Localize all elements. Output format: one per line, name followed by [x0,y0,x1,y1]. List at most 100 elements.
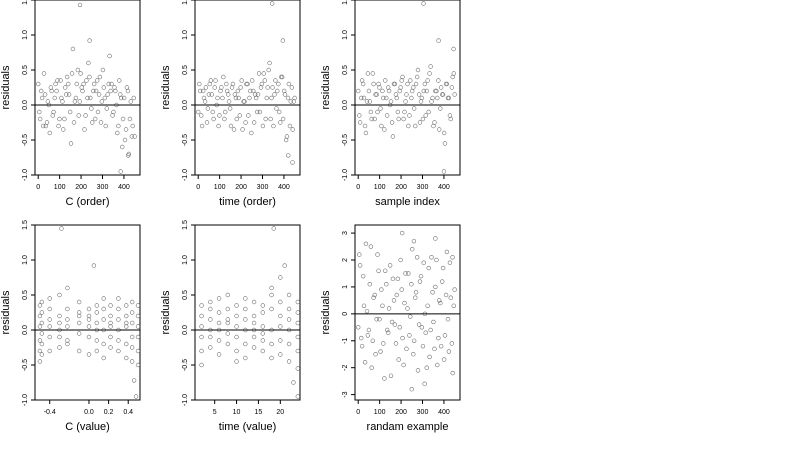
data-point [57,116,62,122]
data-point [205,106,211,111]
y-tick-label: 0 [342,312,349,316]
x-axis-label: time (order) [219,196,276,208]
data-point [255,92,261,97]
data-point [418,99,424,104]
data-point [224,81,229,87]
data-point [273,78,278,83]
data-point [47,348,52,354]
y-tick-label: -1 [342,338,349,344]
data-point [65,338,70,343]
data-point [47,296,52,301]
x-tick-label: 0.2 [104,409,114,416]
data-point [449,341,455,346]
data-point [436,38,441,43]
data-point [387,263,393,268]
data-point [39,331,45,336]
data-point [118,92,123,97]
data-point [204,120,210,125]
data-point [360,81,366,87]
y-axis-label: residuals [0,65,12,110]
data-point [64,92,69,97]
data-point [57,334,62,340]
data-point [225,306,231,312]
data-point [405,81,410,87]
data-point [233,95,239,101]
data-point [208,78,214,83]
data-point [378,106,383,111]
data-point [286,153,291,158]
y-tick-label: 0.5 [22,290,29,300]
y-tick-label: 0.0 [342,100,349,110]
data-point [39,299,45,305]
y-axis-label: residuals [320,65,332,110]
y-tick-label: -0.5 [22,134,29,146]
plot-frame [354,0,461,176]
data-point [123,127,129,132]
data-point [271,226,276,231]
data-point [86,60,91,66]
data-point [372,292,377,298]
x-tick-label: 300 [257,184,269,191]
data-point [286,81,292,87]
data-points [37,226,141,399]
data-point [47,317,52,322]
y-tick-label: 1.0 [22,30,29,40]
data-point [251,299,257,305]
data-point [406,271,411,276]
data-point [228,123,234,129]
data-point [85,95,90,101]
data-point [129,310,135,315]
data-point [269,285,274,291]
x-tick-label: -0.4 [44,409,56,416]
data-point [49,88,54,94]
data-point [216,320,222,326]
data-point [69,71,75,76]
data-point [386,85,391,90]
data-point [436,335,441,341]
data-point [65,324,70,329]
data-point [437,127,442,132]
data-point [63,85,68,90]
data-point [101,317,106,322]
data-point [199,324,204,329]
data-point [238,85,243,90]
y-tick-label: -1.0 [22,394,29,406]
y-tick-label: -0.5 [342,134,349,146]
data-point [37,348,43,354]
data-point [216,123,221,129]
data-point [135,303,141,308]
plot-frame [194,0,301,176]
data-point [427,71,432,76]
data-point [105,92,110,97]
data-point [395,109,401,115]
data-point [434,88,439,94]
data-point [410,247,415,252]
data-point [438,343,444,349]
data-point [68,141,74,146]
data-point [265,85,270,90]
data-point [82,127,87,132]
data-point [124,320,129,326]
data-points [36,2,137,174]
data-point [422,381,427,387]
data-point [65,317,70,322]
scatter-panel: 5 10 15 20 -1.0 -0.5 0.0 0.5 1.0 1.5 time (value) r… [160,220,301,433]
data-point [199,362,204,368]
data-point [37,338,43,343]
data-point [295,394,301,399]
data-point [208,334,213,340]
data-point [395,276,401,282]
data-point [210,109,215,115]
data-point [77,99,82,104]
data-point [451,303,456,308]
data-point [393,341,399,346]
data-point [357,113,362,118]
data-point [380,303,385,308]
data-point [445,95,451,101]
data-point [426,265,431,271]
data-point [389,120,395,125]
data-point [107,53,112,59]
data-point [37,116,43,122]
data-point [408,78,413,83]
data-point [403,271,408,276]
